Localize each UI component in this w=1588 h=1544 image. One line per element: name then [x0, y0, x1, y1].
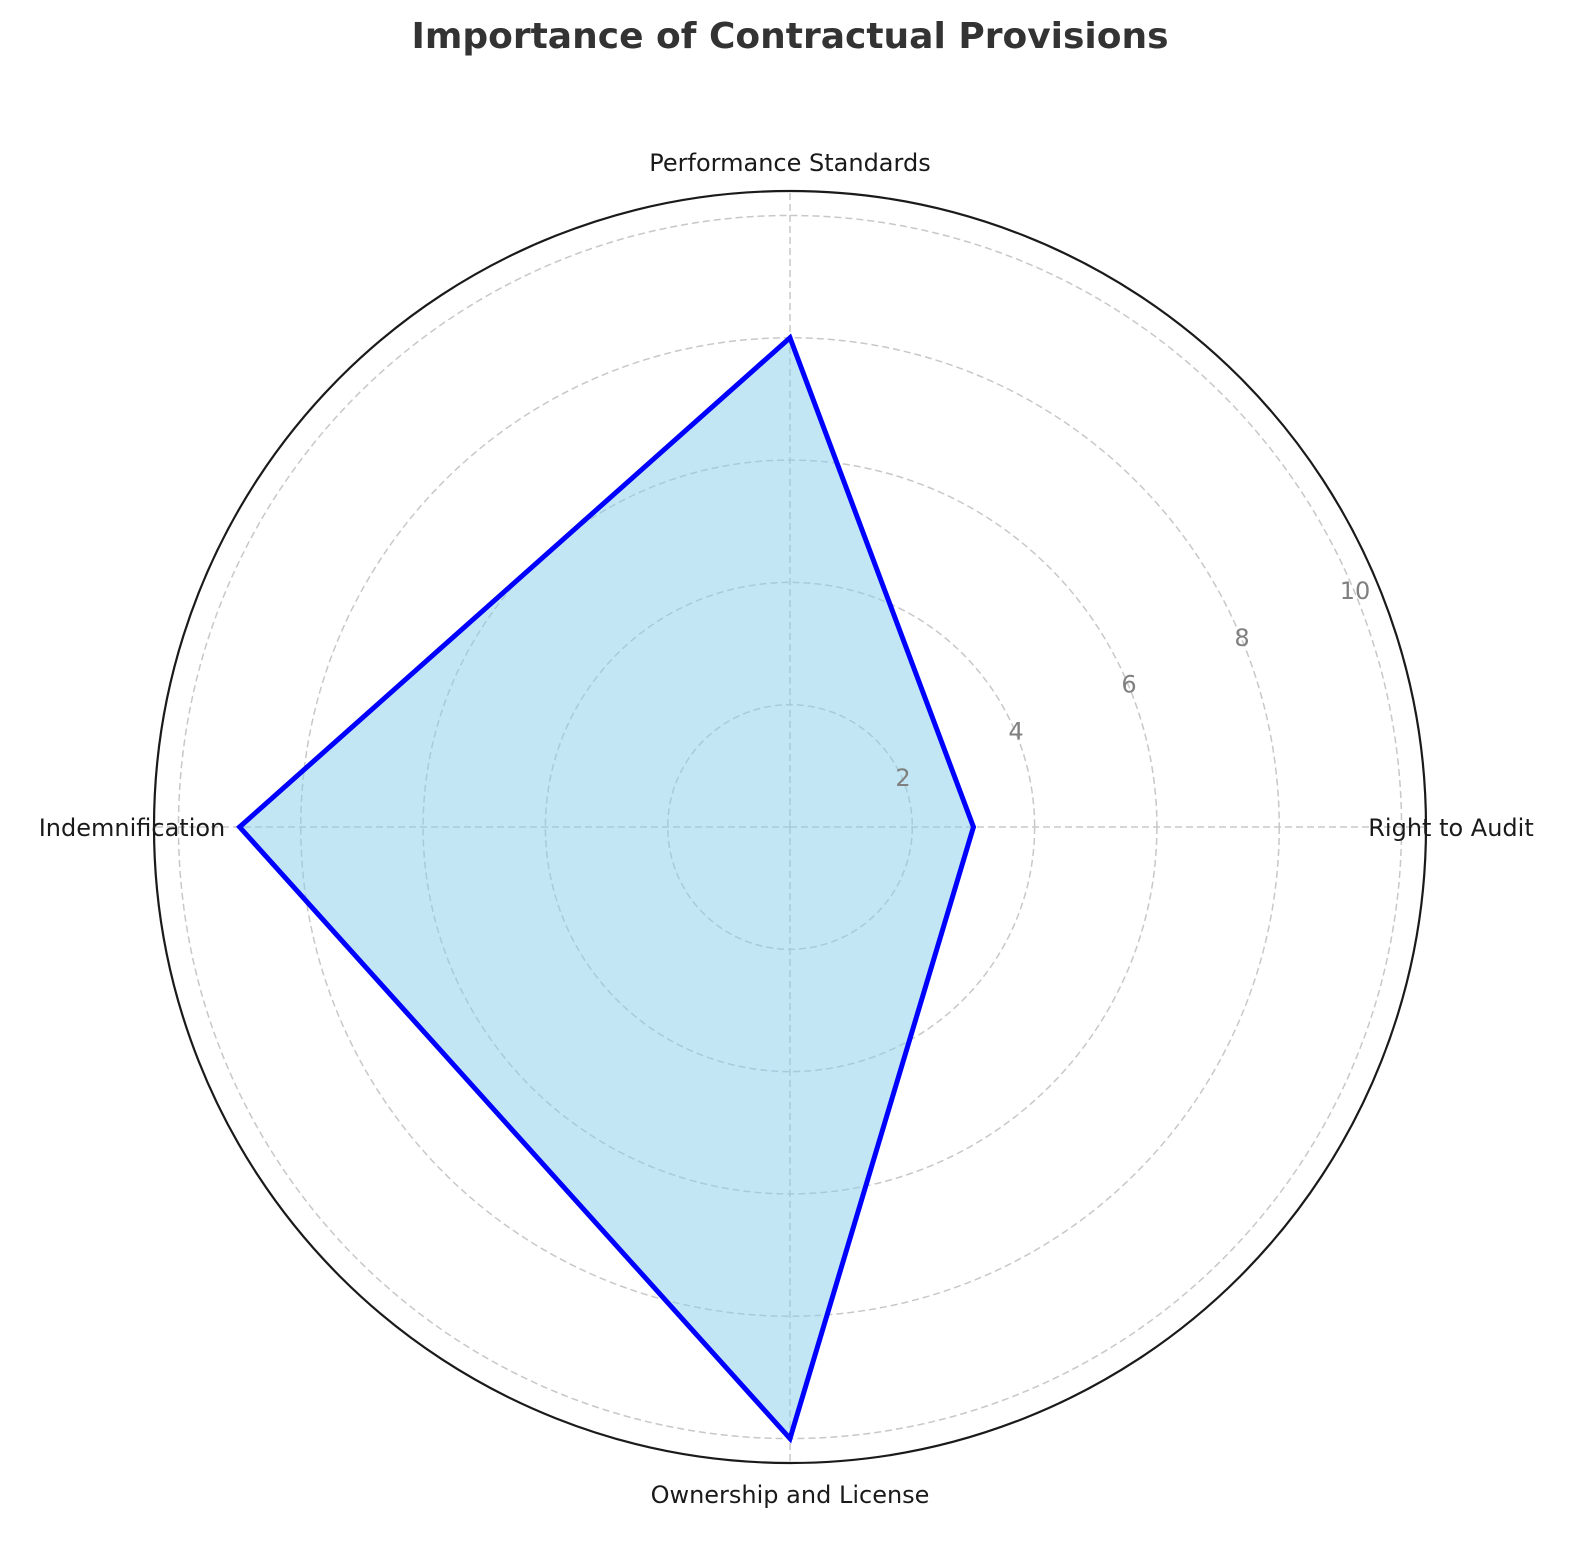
category-labels: Right to Audit Performance Standards Indem…: [39, 149, 1534, 1509]
category-label: Indemnification: [39, 814, 226, 842]
r-tick-label: 2: [895, 764, 910, 792]
radial-tick-labels: 2 4 6 8 10: [895, 577, 1370, 792]
data-point: [787, 335, 793, 341]
chart-title: Importance of Contractual Provisions: [411, 16, 1168, 57]
outer-ring: [152, 189, 1428, 1465]
r-tick-label: 8: [1234, 624, 1249, 652]
data-point: [237, 824, 243, 830]
data-point: [970, 824, 976, 830]
r-tick-label: 4: [1008, 717, 1023, 745]
series-layer: [236, 333, 977, 1444]
r-tick-label: 10: [1340, 577, 1371, 605]
category-label: Ownership and License: [651, 1481, 930, 1509]
category-label: Performance Standards: [649, 149, 930, 177]
category-label: Right to Audit: [1368, 814, 1534, 842]
series-area: [239, 337, 974, 1439]
data-point: [787, 1436, 793, 1442]
r-tick-label: 6: [1121, 671, 1136, 699]
